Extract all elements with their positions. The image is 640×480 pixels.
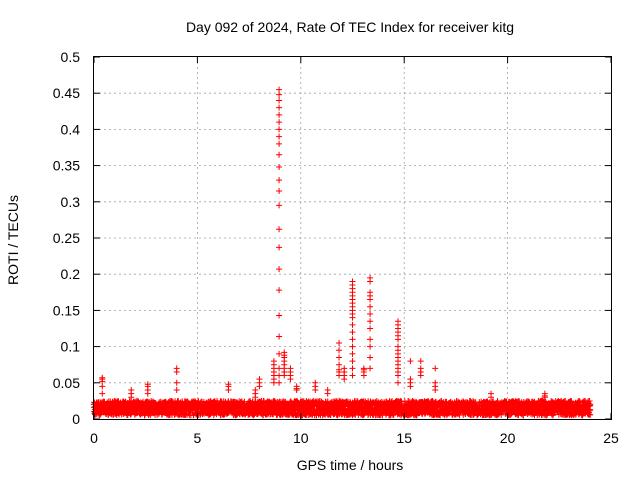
y-tick-label: 0 [72, 411, 80, 427]
x-axis-label: GPS time / hours [297, 457, 404, 473]
grid [94, 57, 611, 419]
y-tick-label: 0.25 [53, 230, 80, 246]
y-tick-label: 0.4 [61, 121, 81, 137]
y-tick-label: 0.15 [53, 302, 80, 318]
y-tick-label: 0.5 [61, 49, 81, 65]
x-tick-label: 0 [90, 430, 98, 446]
x-tick-label: 10 [293, 430, 309, 446]
y-tick-label: 0.45 [53, 85, 80, 101]
y-tick-label: 0.35 [53, 158, 80, 174]
y-tick-label: 0.05 [53, 375, 80, 391]
y-axis-label: ROTI / TECUs [5, 195, 21, 285]
x-tick-label: 5 [194, 430, 202, 446]
x-tick-label: 25 [603, 430, 619, 446]
x-tick-label: 15 [396, 430, 412, 446]
x-tick-label: 20 [500, 430, 516, 446]
chart-title: Day 092 of 2024, Rate Of TEC Index for r… [186, 19, 514, 35]
y-tick-label: 0.3 [61, 194, 81, 210]
data-points [90, 86, 594, 419]
y-tick-label: 0.2 [61, 266, 81, 282]
y-tick-label: 0.1 [61, 339, 81, 355]
